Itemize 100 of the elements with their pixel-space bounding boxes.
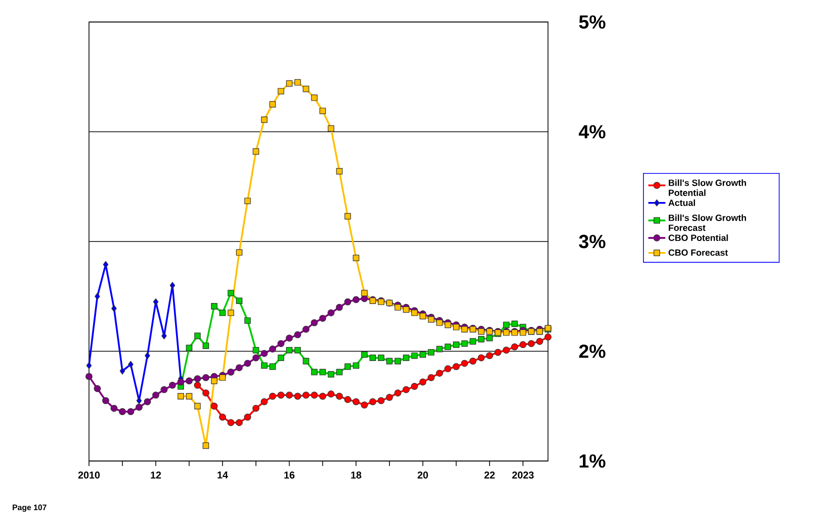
point	[410, 382, 418, 390]
point	[136, 404, 143, 411]
point	[86, 362, 92, 370]
point	[153, 298, 158, 306]
point	[394, 304, 401, 311]
point	[319, 314, 326, 322]
point	[394, 358, 401, 364]
point	[444, 344, 452, 350]
point	[194, 402, 201, 410]
legend-label: Bill's Slow Growth Potential	[668, 179, 746, 196]
y-tick-label: 3%	[578, 234, 606, 248]
point	[236, 419, 243, 426]
point	[136, 397, 142, 404]
point	[528, 340, 535, 348]
point	[503, 322, 510, 328]
point	[286, 80, 292, 87]
y-tick-label: 2%	[579, 344, 606, 358]
point	[428, 349, 434, 356]
point	[311, 368, 318, 376]
point	[244, 360, 252, 367]
point	[144, 352, 150, 360]
point	[194, 332, 201, 340]
y-tick-label: 5%	[579, 15, 606, 29]
point	[294, 392, 302, 400]
point	[286, 346, 292, 354]
point	[160, 386, 168, 394]
point	[286, 392, 293, 399]
point	[261, 116, 268, 123]
point	[486, 334, 493, 342]
point	[336, 392, 343, 400]
point	[411, 352, 418, 359]
point	[186, 377, 193, 384]
point	[319, 368, 326, 376]
point	[269, 346, 276, 353]
point	[94, 385, 101, 392]
point	[511, 320, 518, 328]
point	[361, 351, 368, 358]
point	[202, 374, 210, 382]
point	[202, 342, 210, 349]
point	[328, 371, 334, 378]
point	[428, 374, 435, 382]
point	[436, 346, 443, 352]
point	[370, 354, 376, 362]
x-tick-label: 12	[150, 472, 161, 478]
point	[128, 360, 134, 368]
point	[453, 341, 460, 348]
point	[428, 316, 434, 323]
point	[544, 333, 552, 340]
point	[277, 392, 284, 399]
point	[252, 148, 260, 155]
point	[152, 392, 160, 399]
point	[328, 390, 335, 398]
y-tick-label: 1%	[580, 454, 606, 468]
point	[111, 304, 117, 312]
point	[202, 442, 210, 449]
point	[210, 378, 218, 384]
point	[236, 364, 243, 372]
point	[536, 338, 544, 345]
point	[236, 249, 242, 256]
point	[494, 348, 502, 356]
point	[328, 309, 335, 316]
point	[344, 213, 351, 220]
point	[328, 125, 334, 132]
point	[277, 340, 284, 348]
point	[478, 354, 485, 362]
point	[402, 386, 410, 394]
point	[344, 363, 351, 370]
point	[260, 350, 268, 357]
point	[227, 368, 234, 376]
point	[319, 108, 326, 114]
point	[444, 365, 452, 372]
point	[452, 363, 460, 370]
x-tick-label: 2023	[512, 472, 534, 479]
point	[252, 346, 260, 354]
point	[260, 398, 268, 406]
point	[402, 354, 410, 362]
point	[310, 319, 318, 326]
point	[520, 329, 526, 336]
point	[311, 94, 318, 101]
point	[278, 354, 284, 362]
point	[319, 392, 326, 400]
x-tick-label: 16	[284, 472, 294, 479]
point	[236, 298, 242, 304]
point	[436, 320, 443, 326]
point	[360, 402, 368, 409]
point	[228, 310, 234, 316]
point	[336, 304, 343, 311]
legend-label: CBO Forecast	[668, 249, 728, 256]
point	[261, 362, 268, 369]
point	[86, 372, 92, 380]
point	[352, 362, 360, 369]
point	[127, 408, 134, 416]
legend-label: Actual	[668, 199, 695, 206]
point	[294, 331, 302, 338]
point	[436, 370, 444, 377]
point	[186, 344, 192, 352]
point	[502, 346, 510, 354]
point	[228, 290, 234, 296]
point	[352, 296, 360, 304]
point	[177, 378, 184, 386]
